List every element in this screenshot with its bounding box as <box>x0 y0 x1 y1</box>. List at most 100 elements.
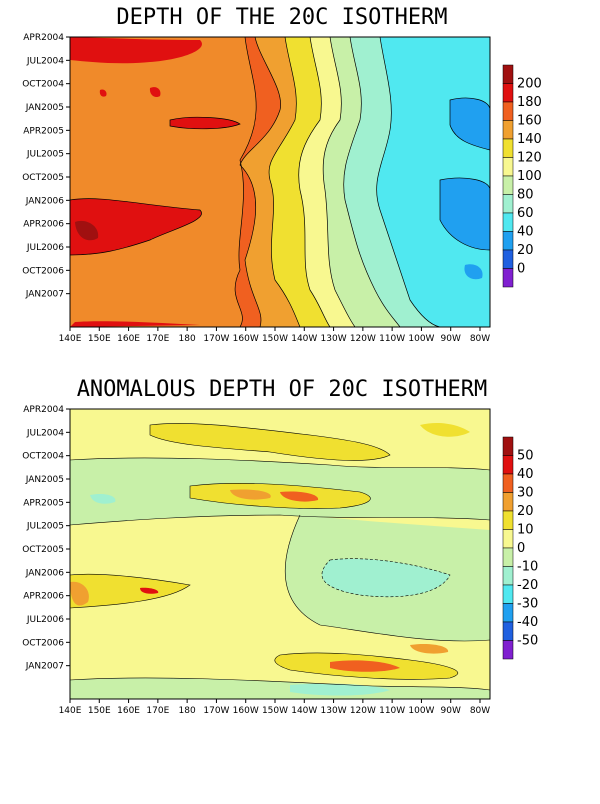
x-tick-label: 160W <box>233 334 259 344</box>
colorbar-label: 30 <box>517 486 534 501</box>
colorbar-label: 200 <box>517 77 542 92</box>
colorbar-swatch <box>502 621 514 641</box>
y-tick-label: JUL2004 <box>26 56 64 66</box>
colorbar-swatch <box>502 640 514 660</box>
colorbar-label: 40 <box>517 467 534 482</box>
y-tick-label: JUL2005 <box>26 150 64 160</box>
colorbar-swatch <box>502 584 514 604</box>
y-tick-label: OCT2004 <box>22 452 64 462</box>
x-tick-label: 110W <box>379 334 405 344</box>
y-tick-label: OCT2006 <box>22 638 64 648</box>
x-tick-label: 140W <box>291 334 317 344</box>
colorbar-label: -30 <box>517 597 538 612</box>
colorbar-swatch <box>502 120 514 140</box>
colorbar-swatch <box>502 101 514 121</box>
colorbar-label: -20 <box>517 578 538 593</box>
x-ticks: 140E 150E 160E 170E 180 170W 160W 150W 140W 130W 1… <box>59 327 490 344</box>
colorbar-swatch <box>502 157 514 177</box>
x-tick-label: 180 <box>179 334 196 344</box>
x-tick-label: 150E <box>88 334 111 344</box>
x-tick-label: 150W <box>262 334 288 344</box>
colorbar-label: 120 <box>517 151 542 166</box>
colorbar-label: 80 <box>517 188 534 203</box>
colorbar-label: 0 <box>517 541 525 556</box>
y-tick-label: OCT2005 <box>22 545 64 555</box>
colorbar: 50 40 30 20 10 0 -10 -20 -30 -40 -50 <box>502 436 538 660</box>
x-tick-label: 80W <box>470 706 490 716</box>
x-tick-label: 150W <box>262 706 288 716</box>
colorbar-label: 100 <box>517 169 542 184</box>
colorbar-swatch <box>502 249 514 269</box>
x-tick-label: 140E <box>59 334 82 344</box>
colorbar-label: 20 <box>517 504 534 519</box>
x-tick-label: 100W <box>408 706 434 716</box>
x-tick-label: 160E <box>117 706 140 716</box>
y-ticks: APR2004 JUL2004 OCT2004 JAN2005 APR2005 JUL20… <box>22 33 70 300</box>
x-tick-label: 120W <box>350 334 376 344</box>
x-tick-label: 170E <box>146 334 169 344</box>
y-tick-label: OCT2004 <box>22 80 64 90</box>
x-tick-label: 90W <box>441 706 461 716</box>
y-tick-label: OCT2006 <box>22 266 64 276</box>
y-tick-label: JUL2006 <box>26 615 64 625</box>
colorbar-swatch <box>502 64 514 84</box>
plot-frame <box>69 36 491 328</box>
x-tick-label: 90W <box>441 334 461 344</box>
colorbar-swatch <box>502 529 514 549</box>
colorbar-swatch <box>502 436 514 456</box>
x-tick-label: 130W <box>321 334 347 344</box>
x-tick-label: 120W <box>350 706 376 716</box>
y-tick-label: APR2005 <box>23 498 64 508</box>
y-tick-label: JAN2005 <box>25 103 64 113</box>
y-tick-label: JUL2006 <box>26 243 64 253</box>
colorbar-swatch <box>502 510 514 530</box>
y-tick-label: APR2004 <box>23 33 64 43</box>
y-ticks: APR2004 JUL2004 OCT2004 JAN2005 APR2005 JUL20… <box>22 405 70 672</box>
colorbar-swatch <box>502 175 514 195</box>
y-tick-label: JAN2006 <box>25 196 65 206</box>
x-ticks: 140E 150E 160E 170E 180 170W 160W 150W 140W 130W 1… <box>59 699 490 716</box>
colorbar-label: -40 <box>517 615 538 630</box>
chart-title: DEPTH OF THE 20C ISOTHERM <box>116 5 447 30</box>
y-tick-label: JUL2004 <box>26 428 64 438</box>
colorbar-swatch <box>502 566 514 586</box>
colorbar-label: 0 <box>517 262 525 277</box>
x-tick-label: 140E <box>59 706 82 716</box>
x-tick-label: 160E <box>117 334 140 344</box>
panel-depth: DEPTH OF THE 20C ISOTHERM <box>22 5 542 344</box>
colorbar-swatch <box>502 138 514 158</box>
x-tick-label: 170W <box>203 706 229 716</box>
colorbar-swatch <box>502 492 514 512</box>
colorbar-swatch <box>502 455 514 475</box>
colorbar-swatch <box>502 547 514 567</box>
x-tick-label: 100W <box>408 334 434 344</box>
heatmap-field <box>70 37 490 327</box>
colorbar-swatch <box>502 194 514 214</box>
y-tick-label: OCT2005 <box>22 173 64 183</box>
colorbar-label: -10 <box>517 560 538 575</box>
colorbar-swatch <box>502 83 514 103</box>
y-tick-label: JAN2005 <box>25 475 64 485</box>
chart-title: ANOMALOUS DEPTH OF 20C ISOTHERM <box>77 377 488 402</box>
colorbar-label: 160 <box>517 114 542 129</box>
y-tick-label: APR2005 <box>23 126 64 136</box>
x-tick-label: 80W <box>470 334 490 344</box>
y-tick-label: APR2004 <box>23 405 64 415</box>
colorbar-label: 40 <box>517 225 534 240</box>
x-tick-label: 150E <box>88 706 111 716</box>
y-tick-label: APR2006 <box>23 220 64 230</box>
y-tick-label: JAN2007 <box>25 662 64 672</box>
colorbar-swatch <box>502 603 514 623</box>
plot-frame <box>69 408 491 700</box>
x-tick-label: 180 <box>179 706 196 716</box>
colorbar-label: 60 <box>517 206 534 221</box>
x-tick-label: 170E <box>146 706 169 716</box>
colorbar-label: 140 <box>517 132 542 147</box>
colorbar-swatch <box>502 212 514 232</box>
y-tick-label: JAN2006 <box>25 568 65 578</box>
colorbar-label: 50 <box>517 449 534 464</box>
panel-anomaly: ANOMALOUS DEPTH OF 20C ISOTHERM <box>22 377 538 716</box>
y-tick-label: JAN2007 <box>25 290 64 300</box>
x-tick-label: 110W <box>379 706 405 716</box>
